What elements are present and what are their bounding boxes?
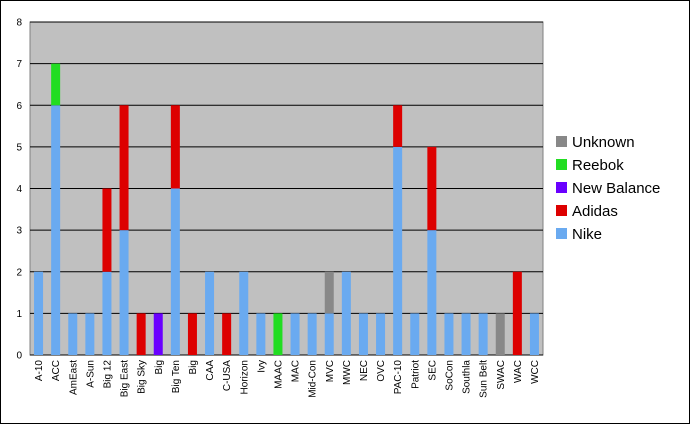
y-tick-label: 3 [16, 226, 22, 237]
y-tick-label: 8 [16, 18, 22, 29]
x-tick-label: WAC [513, 360, 524, 383]
bar-segment [222, 313, 232, 355]
x-tick-label: Mid-Con [308, 360, 319, 398]
x-tick-label: Big Sky [137, 360, 148, 394]
y-tick-label: 5 [16, 142, 22, 153]
bar-segment [51, 105, 61, 355]
bar-segment [393, 146, 403, 355]
bar-segment [427, 230, 437, 355]
x-tick-label: SWAC [496, 360, 507, 390]
x-tick-label: ACC [51, 360, 62, 381]
bar-segment [239, 271, 249, 355]
bar-segment [478, 313, 488, 355]
bar-segment [170, 105, 180, 189]
legend-label: Reebok [572, 157, 624, 174]
x-tick-label: NEC [359, 360, 370, 381]
x-tick-label: Big [188, 360, 199, 374]
x-tick-label: Southla [462, 360, 473, 394]
legend-swatch [556, 136, 567, 147]
x-tick-label: Big Ten [171, 360, 182, 393]
bar-segment [119, 105, 129, 231]
x-tick-label: Big [154, 360, 165, 374]
x-tick-label: C-USA [222, 360, 233, 391]
bar-segment [495, 313, 505, 355]
legend-swatch [556, 228, 567, 239]
bar-segment [68, 313, 78, 355]
x-tick-label: OVC [376, 360, 387, 382]
bar-segment [273, 313, 283, 355]
x-tick-label: A-Sun [85, 360, 96, 388]
x-tick-label: Big East [120, 360, 131, 397]
bar-segment [307, 313, 317, 355]
legend-swatch [556, 205, 567, 216]
bar-segment [427, 146, 437, 231]
bar-segment [205, 271, 215, 355]
bar-segment [444, 313, 454, 355]
bar-segment [324, 313, 334, 355]
x-tick-label: SoCon [444, 360, 455, 391]
bar-segment [153, 313, 163, 355]
bar-segment [102, 271, 112, 355]
bar-segment [461, 313, 471, 355]
x-tick-label: PAC-10 [393, 360, 404, 395]
x-tick-label: MAAC [273, 360, 284, 389]
bar-segment [290, 313, 300, 355]
x-tick-label: Horizon [239, 360, 250, 394]
bar-segment [529, 313, 539, 355]
x-tick-label: SEC [427, 360, 438, 381]
bar-segment [136, 313, 146, 355]
y-tick-label: 6 [16, 101, 22, 112]
bar-segment [187, 313, 197, 355]
y-tick-label: 2 [16, 267, 22, 278]
y-tick-label: 0 [16, 351, 22, 362]
bar-segment [102, 188, 112, 272]
x-tick-label: Ivy [256, 360, 267, 373]
bar-segment [256, 313, 266, 355]
legend-swatch [556, 182, 567, 193]
bar-segment [341, 271, 351, 355]
bar-segment [358, 313, 368, 355]
x-tick-label: Patriot [410, 360, 421, 389]
legend-swatch [556, 159, 567, 170]
legend-label: New Balance [572, 180, 660, 197]
bar-segment [324, 271, 334, 314]
bar-segment [393, 105, 403, 147]
x-tick-label: Big 12 [102, 360, 113, 389]
bar-segment [51, 63, 61, 106]
legend-label: Unknown [572, 134, 635, 151]
x-tick-label: MAC [291, 360, 302, 382]
x-tick-label: MVC [325, 360, 336, 382]
y-tick-label: 1 [16, 309, 22, 320]
x-tick-label: AmEast [68, 360, 79, 395]
x-tick-label: A-10 [34, 360, 45, 382]
bar-segment [410, 313, 420, 355]
x-tick-label: Sun Belt [479, 360, 490, 398]
x-tick-label: MWC [342, 360, 353, 385]
legend-label: Adidas [572, 203, 618, 220]
x-tick-label: WCC [530, 360, 541, 384]
bar-segment [512, 271, 522, 355]
bar-segment [34, 271, 44, 355]
bar-segment [119, 230, 129, 355]
x-tick-label: CAA [205, 360, 216, 381]
bar-segment [85, 313, 95, 355]
y-tick-label: 4 [16, 184, 22, 195]
y-tick-label: 7 [16, 59, 22, 70]
legend-label: Nike [572, 226, 602, 243]
bar-segment [376, 313, 386, 355]
bar-segment [170, 188, 180, 355]
